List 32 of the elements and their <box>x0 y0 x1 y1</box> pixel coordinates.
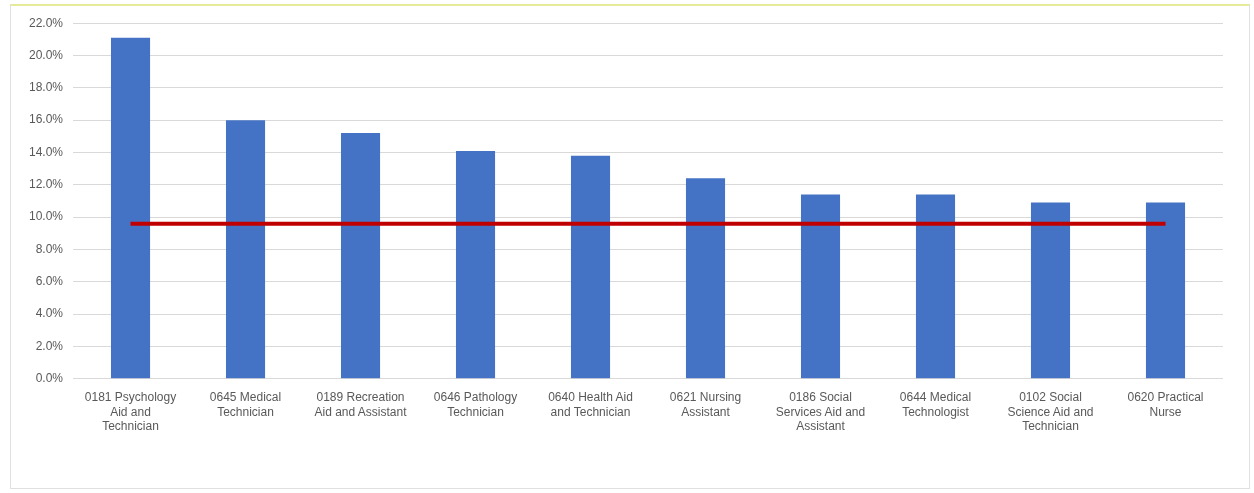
y-tick-label: 6.0% <box>35 274 64 289</box>
y-tick-label: 2.0% <box>35 338 64 353</box>
bar <box>570 155 611 379</box>
bar <box>1145 202 1186 379</box>
x-tick-label: 0620 Practical Nurse <box>1127 390 1204 419</box>
y-tick-label: 18.0% <box>28 80 64 95</box>
bar <box>340 133 381 379</box>
x-tick-label: 0102 Social Science Aid and Technician <box>1007 390 1094 434</box>
bar <box>685 178 726 379</box>
bar <box>1030 202 1071 379</box>
x-tick-label: 0646 Pathology Technician <box>433 390 518 419</box>
x-tick-label: 0645 Medical Technician <box>209 390 282 419</box>
y-tick-label: 0.0% <box>35 371 64 386</box>
x-tick-label: 0640 Health Aid and Technician <box>548 390 633 419</box>
x-tick-label: 0644 Medical Technologist <box>899 390 972 419</box>
y-tick-label: 4.0% <box>35 306 64 321</box>
x-tick-label: 0181 Psychology Aid and Technician <box>84 390 177 434</box>
bar <box>225 120 266 379</box>
y-tick-label: 16.0% <box>28 112 64 127</box>
y-tick-label: 20.0% <box>28 47 64 62</box>
x-tick-label: 0189 Recreation Aid and Assistant <box>314 390 408 419</box>
bar <box>455 150 496 379</box>
x-tick-label: 0621 Nursing Assistant <box>669 390 742 419</box>
y-tick-label: 14.0% <box>28 144 64 159</box>
bar <box>800 194 841 379</box>
x-tick-label: 0186 Social Services Aid and Assistant <box>775 390 866 434</box>
bar <box>110 37 151 379</box>
y-tick-label: 10.0% <box>28 209 64 224</box>
y-tick-label: 22.0% <box>28 15 64 30</box>
y-tick-label: 8.0% <box>35 241 64 256</box>
y-tick-label: 12.0% <box>28 177 64 192</box>
bar <box>915 194 956 379</box>
